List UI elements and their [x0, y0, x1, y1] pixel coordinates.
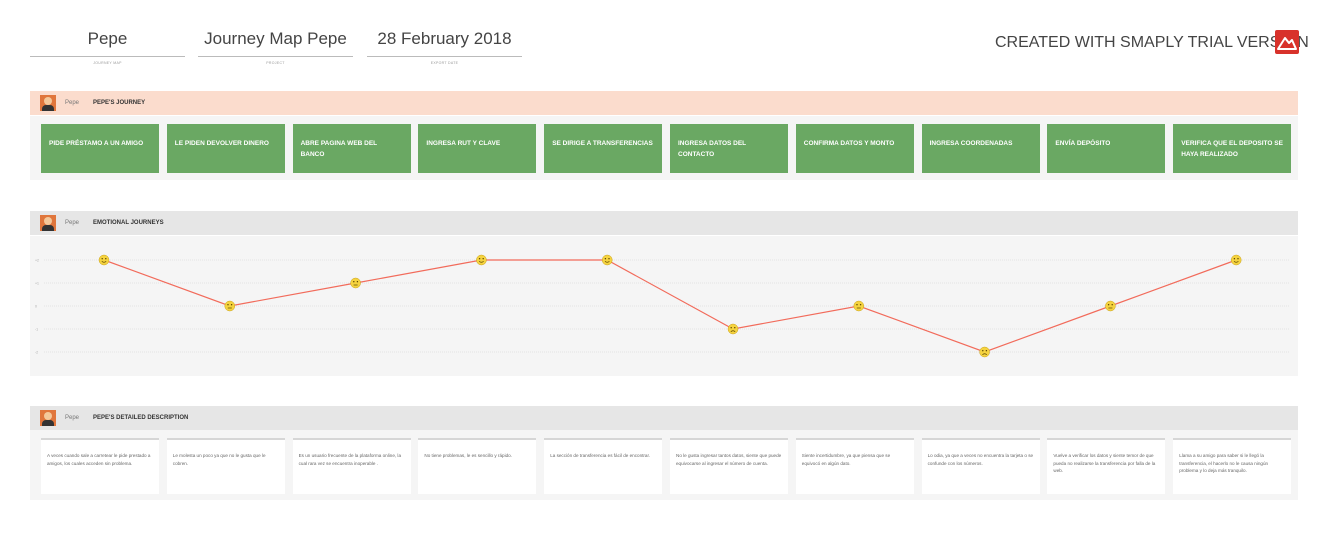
description-card[interactable]: Lo odia, ya que a veces no encuentra la …: [921, 438, 1040, 494]
divider: [30, 56, 185, 57]
description-card[interactable]: La sección de transferencia es fácil de …: [544, 438, 663, 494]
emotional-section-header: Pepe EMOTIONAL JOURNEYS: [30, 211, 1298, 235]
description-card[interactable]: Es un usuario frecuente de la plataforma…: [292, 438, 411, 494]
section-persona-name: Pepe: [65, 220, 80, 226]
avatar: [40, 410, 56, 426]
journey-step-card[interactable]: INGRESA RUT Y CLAVE: [418, 124, 537, 173]
section-persona-name: Pepe: [65, 415, 80, 421]
description-card[interactable]: Llama a su amigo para saber si le llegó …: [1173, 438, 1292, 494]
section-title: PEPE'S JOURNEY: [93, 100, 146, 106]
journey-step-card[interactable]: PIDE PRÉSTAMO A UN AMIGO: [41, 124, 159, 173]
description-card[interactable]: No le gusta ingresar tantos datos, sient…: [670, 438, 788, 494]
divider: [367, 56, 522, 57]
persona-name: Pepe: [87, 29, 128, 48]
avatar: [40, 95, 56, 111]
journey-step-card[interactable]: ABRE PAGINA WEB DEL BANCO: [292, 124, 411, 173]
description-card[interactable]: Le molesta un poco ya que no le gusta qu…: [166, 438, 285, 494]
persona-field: Pepe JOURNEY MAP: [30, 28, 185, 65]
project-name: Journey Map Pepe: [204, 29, 347, 48]
export-date-label: EXPORT DATE: [430, 61, 459, 65]
journey-step-card[interactable]: LE PIDEN DEVOLVER DINERO: [166, 124, 285, 173]
persona-label: JOURNEY MAP: [93, 61, 122, 65]
description-section-header: Pepe PEPE'S DETAILED DESCRIPTION: [30, 406, 1298, 430]
journey-step-card[interactable]: SE DIRIGE A TRANSFERENCIAS: [544, 124, 663, 173]
description-card[interactable]: No tiene problemas, le es sencillo y ráp…: [418, 438, 537, 494]
journey-step-card[interactable]: INGRESA DATOS DEL CONTACTO: [670, 124, 788, 173]
section-title: EMOTIONAL JOURNEYS: [93, 220, 164, 226]
section-title: PEPE'S DETAILED DESCRIPTION: [93, 415, 189, 421]
section-persona-name: Pepe: [65, 100, 80, 106]
journey-step-card[interactable]: INGRESA COORDENADAS: [921, 124, 1040, 173]
project-label: PROJECT: [266, 61, 285, 65]
journey-step-card[interactable]: CONFIRMA DATOS Y MONTO: [795, 124, 914, 173]
avatar: [40, 215, 56, 231]
journey-section-header: Pepe PEPE'S JOURNEY: [30, 91, 1298, 115]
export-date: 28 February 2018: [377, 29, 512, 48]
project-field: Journey Map Pepe PROJECT: [198, 28, 353, 65]
emotion-chart-lane: [30, 236, 1298, 376]
divider: [198, 56, 353, 57]
description-card[interactable]: Vuelve a verificar los datos y siente te…: [1047, 438, 1166, 494]
smaply-mountain-logo-icon[interactable]: [1275, 30, 1299, 54]
description-card[interactable]: Siente incertidumbre, ya que piensa que …: [795, 438, 914, 494]
export-date-field: 28 February 2018 EXPORT DATE: [367, 28, 522, 65]
trial-notice: CREATED WITH SMAPLY TRIAL VERSION: [995, 34, 1309, 51]
journey-step-card[interactable]: ENVÍA DEPÓSITO: [1047, 124, 1166, 173]
description-card[interactable]: A veces cuando sale a carretear le pide …: [41, 438, 159, 494]
journey-step-card[interactable]: VERIFICA QUE EL DEPOSITO SE HAYA REALIZA…: [1173, 124, 1292, 173]
